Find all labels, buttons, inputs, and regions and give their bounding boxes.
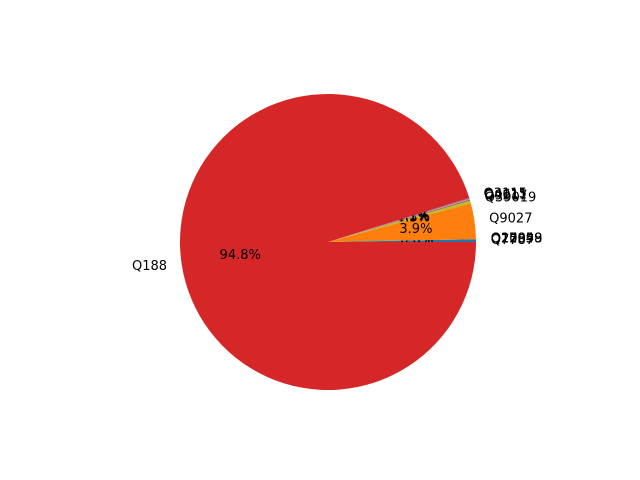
pie-slice-q3115 (328, 197, 470, 242)
pie-slice-q39019 (328, 200, 471, 242)
slice-pct-q9027: 3.9% (399, 222, 432, 237)
slice-label-q7787: Q7787 (491, 233, 534, 248)
pie-slice-q4611 (328, 198, 470, 242)
slice-label-q10058: Q10058 (491, 231, 543, 246)
pie-slice-q188 (180, 94, 477, 391)
slice-label-q4611: Q4611 (484, 187, 527, 202)
slice-label-q22: Q22 (491, 231, 518, 246)
slice-label-q3115: Q3115 (484, 186, 527, 201)
pie-slice-q7787 (328, 239, 476, 242)
slice-label-q39019: Q39019 (485, 190, 537, 205)
slice-pct-q188: 94.8% (220, 248, 261, 263)
slice-label-q2589: Q2589 (491, 231, 534, 246)
slice-label-q9027: Q9027 (489, 211, 532, 226)
slice-label-q188: Q188 (132, 259, 167, 274)
pie-slice-q9027 (328, 203, 476, 242)
pie-slice-q9217 (328, 199, 471, 242)
slice-label-q9217: Q9217 (484, 188, 527, 203)
slice-label-q27049: Q27049 (491, 231, 543, 246)
